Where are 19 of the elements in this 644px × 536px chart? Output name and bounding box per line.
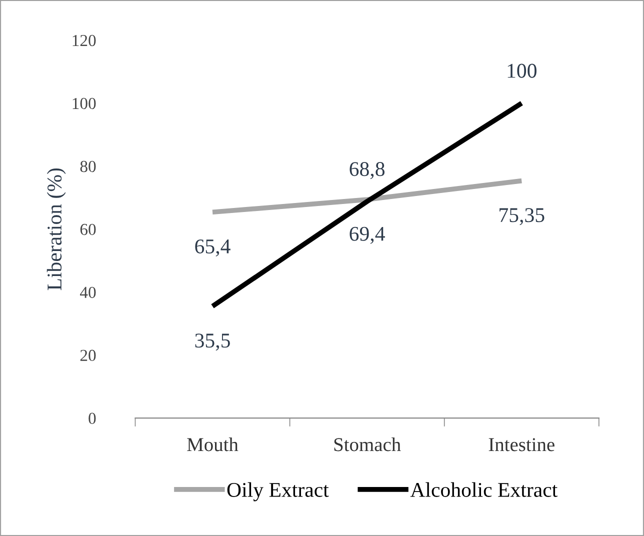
data-label: 69,4 xyxy=(350,226,385,244)
legend-label: Oily Extract xyxy=(227,482,329,502)
data-label: 75,35 xyxy=(500,208,544,226)
y-tick-label: 60 xyxy=(80,224,96,236)
x-tick-label: Intestine xyxy=(488,438,554,452)
y-tick-label: 120 xyxy=(72,34,96,46)
data-label: 65,4 xyxy=(195,239,230,256)
y-tick-label: 100 xyxy=(72,98,96,110)
y-axis-title: Liberation (%) xyxy=(46,168,66,290)
x-tick-label: Mouth xyxy=(187,438,238,452)
y-tick-label: 80 xyxy=(80,160,96,172)
y-tick-label: 0 xyxy=(88,412,96,424)
data-label: 68,8 xyxy=(350,162,385,180)
y-tick-label: 20 xyxy=(80,350,96,362)
data-label: 35,5 xyxy=(195,334,230,351)
data-label: 100 xyxy=(508,64,536,78)
x-tick-label: Stomach xyxy=(334,438,401,452)
y-tick-label: 40 xyxy=(80,286,96,298)
legend-label: Alcoholic Extract xyxy=(410,482,558,497)
